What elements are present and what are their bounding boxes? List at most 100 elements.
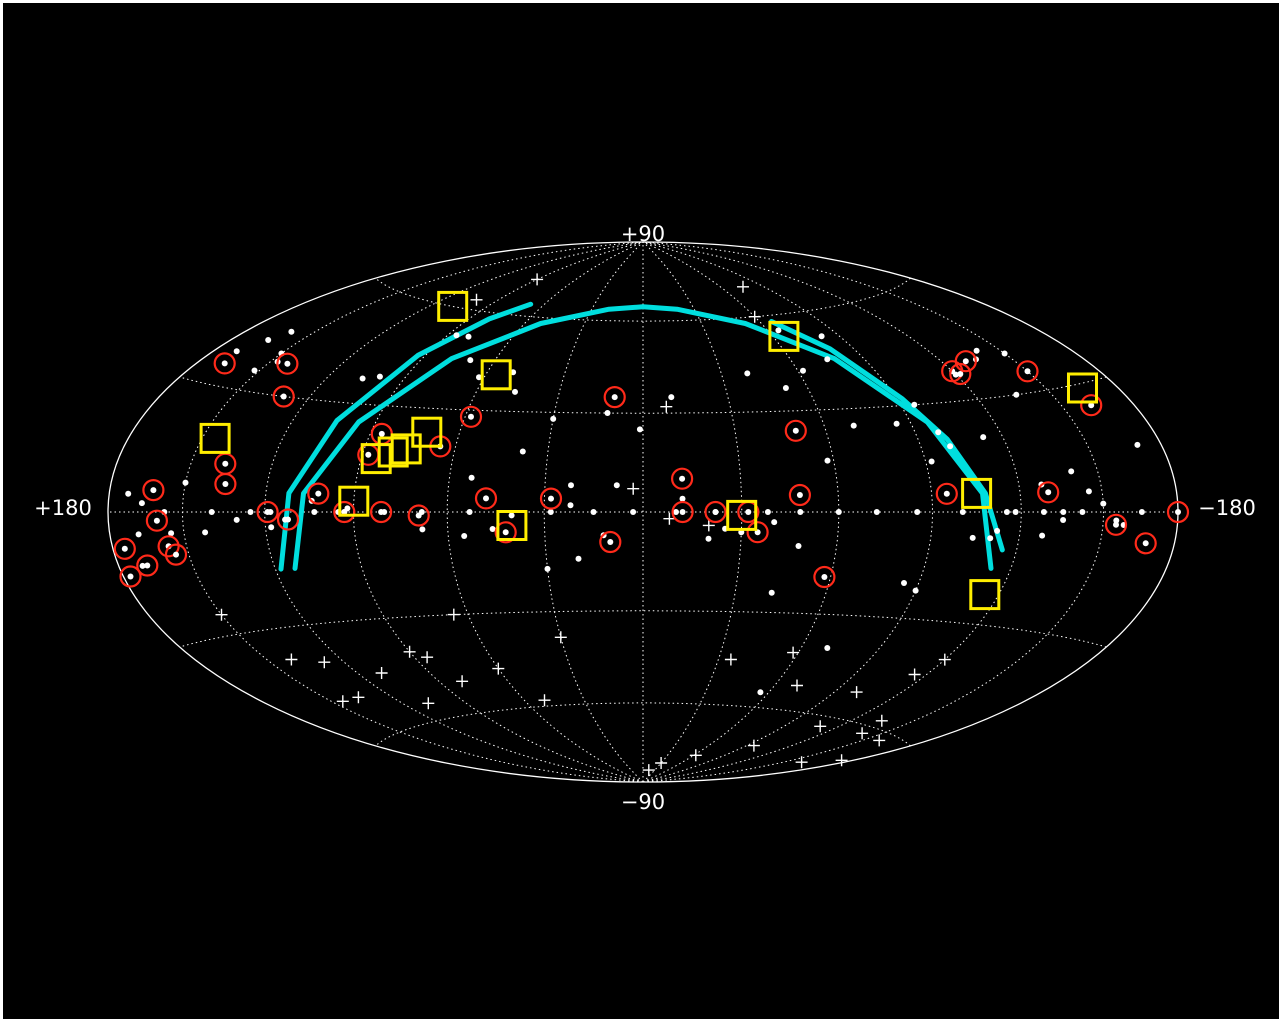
circle-marker (407, 504, 430, 527)
square-marker (390, 433, 422, 465)
circle-marker-center (1045, 489, 1052, 496)
source-dot (668, 394, 675, 401)
circle-marker (164, 543, 188, 566)
circle-marker-center (548, 495, 554, 502)
source-dot (1113, 517, 1120, 524)
axis-label-top: +90 (621, 222, 665, 246)
source-dot (1060, 517, 1067, 523)
source-dot (1040, 509, 1047, 515)
meridian-line (642, 241, 1022, 783)
circle-marker-center (378, 430, 385, 437)
circle-marker-center (127, 573, 134, 580)
plus-marker (724, 653, 737, 666)
source-dot (630, 509, 637, 515)
circle-marker-center (821, 574, 828, 580)
source-dot (1060, 509, 1067, 515)
source-dot (824, 645, 831, 651)
axis-label-right: −180 (1198, 496, 1256, 520)
arc-curve (278, 301, 534, 572)
source-dot (795, 543, 802, 549)
circle-marker-center (264, 509, 271, 515)
circle-marker (1016, 360, 1039, 383)
circle-marker (494, 521, 517, 544)
source-dot (1079, 509, 1086, 515)
circle-marker-center (378, 509, 385, 515)
circle-marker-center (796, 492, 803, 498)
source-dot (476, 374, 482, 381)
source-dot (818, 333, 825, 340)
plus-marker (938, 653, 951, 666)
circle-marker-center (341, 509, 348, 515)
circle-marker (113, 537, 136, 560)
circle-marker-center (284, 360, 291, 367)
circle-marker-center (1175, 509, 1181, 515)
source-dot (461, 533, 468, 539)
source-dot (757, 689, 764, 696)
source-dot (1085, 488, 1092, 495)
circle-marker (539, 487, 563, 510)
circle-marker-center (745, 509, 752, 515)
plus-marker (285, 653, 298, 666)
circle-marker (214, 472, 237, 496)
plus-marker (835, 754, 848, 767)
plus-marker (850, 686, 863, 699)
parallel-line (375, 277, 911, 322)
plus-marker (689, 749, 702, 762)
square-marker (496, 510, 528, 541)
plus-marker (456, 675, 469, 688)
circle-marker (704, 500, 727, 524)
circle-marker-center (222, 481, 229, 487)
circle-marker (813, 565, 836, 589)
square-marker (480, 359, 512, 391)
source-dot (376, 373, 383, 380)
plus-marker (737, 280, 749, 293)
source-dot (914, 509, 921, 515)
meridian-line (642, 241, 1105, 783)
plus-marker (702, 519, 715, 532)
source-dot (468, 474, 475, 481)
circle-marker (603, 386, 626, 409)
circle-marker (1037, 481, 1060, 504)
square-marker (437, 290, 469, 322)
source-dot (1100, 500, 1107, 507)
plus-marker (627, 482, 640, 495)
source-dot (764, 509, 771, 515)
circle-marker-center (153, 517, 160, 524)
plus-marker (421, 651, 434, 664)
source-dot (359, 375, 366, 382)
source-dot (1012, 509, 1019, 515)
circle-marker (145, 509, 168, 532)
circle-marker-center (121, 545, 128, 552)
circle-marker-center (607, 539, 614, 545)
source-dot (1138, 509, 1145, 515)
circle-marker-center (483, 495, 489, 502)
parallel-line (179, 610, 1107, 648)
source-dot (135, 531, 142, 538)
circle-marker-center (144, 562, 151, 569)
sky-map-chart: +90 −90 +180 −180 (34, 222, 1256, 814)
source-dot (168, 530, 175, 537)
plus-marker (492, 662, 505, 675)
source-dot (893, 420, 900, 427)
circle-marker-center (280, 393, 287, 400)
plus-marker (352, 691, 365, 704)
circle-marker (136, 554, 159, 577)
plus-marker (642, 764, 655, 777)
source-dot (935, 429, 942, 436)
circle-marker (1134, 532, 1157, 555)
source-dot (419, 526, 426, 533)
source-dot (251, 367, 258, 374)
plus-marker (747, 739, 760, 752)
source-dot (959, 509, 966, 515)
square-marker (726, 499, 758, 531)
source-dot (775, 327, 782, 334)
square-marker (961, 477, 993, 509)
source-dot (613, 482, 620, 489)
source-dot (550, 415, 557, 422)
source-dot (980, 434, 987, 441)
plus-marker (660, 400, 673, 413)
plus-marker (787, 646, 800, 659)
circle-marker-center (468, 413, 474, 420)
plus-marker (791, 679, 803, 692)
source-dot (850, 422, 857, 429)
